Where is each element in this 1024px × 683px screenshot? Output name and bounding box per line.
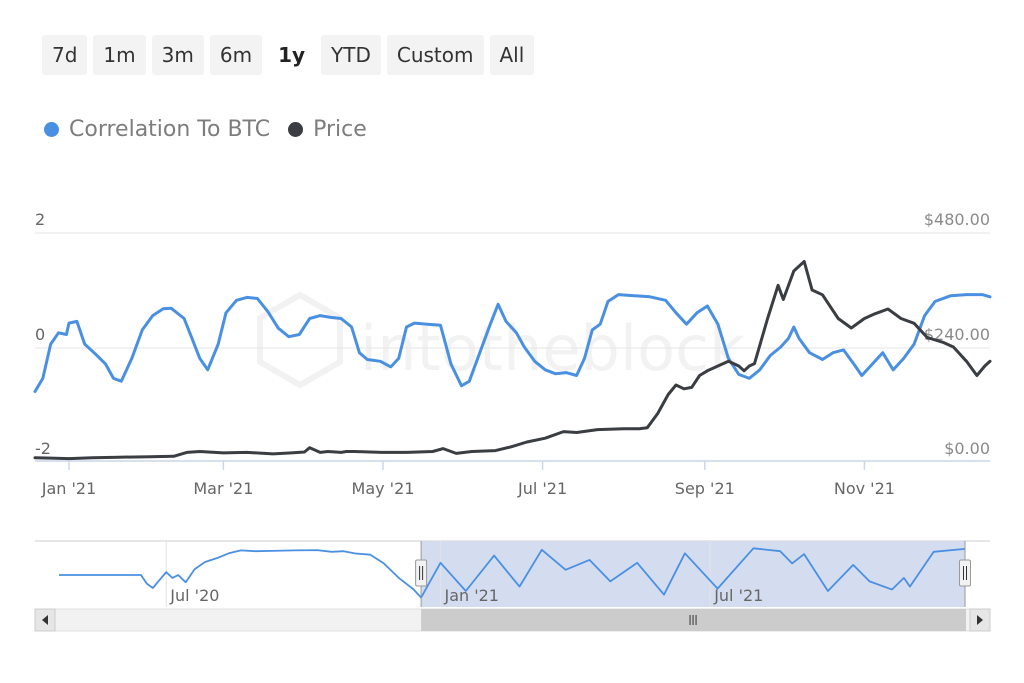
scrollbar-thumb[interactable] — [421, 609, 967, 631]
x-tick-label: Nov '21 — [834, 479, 895, 498]
range-button-ytd[interactable]: YTD — [321, 35, 381, 75]
x-tick-label: May '21 — [352, 479, 415, 498]
range-button-3m[interactable]: 3m — [151, 35, 204, 75]
y-left-tick-label: 0 — [35, 325, 45, 344]
arrow-right-icon — [977, 615, 983, 625]
navigator-scrollbar[interactable] — [34, 608, 991, 632]
range-button-all[interactable]: All — [489, 35, 535, 75]
y-right-tick-label: $0.00 — [944, 439, 990, 458]
navigator-selected-range[interactable] — [421, 541, 966, 607]
legend-item-price[interactable]: Price — [288, 117, 367, 142]
navigator-label: Jan '21 — [443, 586, 499, 605]
navigator-handle-left[interactable] — [415, 541, 428, 607]
arrow-left-icon — [42, 615, 48, 625]
range-button-1y[interactable]: 1y — [268, 35, 316, 75]
navigator-handle-right[interactable] — [959, 541, 971, 607]
handle-grip-icon — [415, 559, 428, 587]
x-tick-label: Mar '21 — [193, 479, 253, 498]
series-line-price[interactable] — [33, 260, 992, 461]
legend-item-correlation[interactable]: Correlation To BTC — [44, 117, 270, 142]
handle-grip-icon — [959, 559, 971, 587]
navigator-series-line — [59, 547, 966, 599]
watermark-logo-icon — [257, 291, 343, 389]
x-tick-label: Jul '21 — [517, 479, 567, 498]
legend-dot-icon — [288, 121, 304, 137]
legend-dot-icon — [44, 121, 59, 137]
y-right-tick-label: $240.00 — [924, 325, 990, 344]
legend-label: Price — [313, 116, 367, 142]
navigator-label: Jul '21 — [713, 586, 763, 605]
chart-legend: Correlation To BTC Price — [44, 112, 367, 146]
navigator-label: Jul '20 — [169, 586, 219, 605]
series-line-correlation[interactable] — [33, 293, 992, 393]
legend-label: Correlation To BTC — [69, 116, 271, 142]
y-right-tick-label: $480.00 — [924, 210, 990, 229]
y-left-tick-label: 2 — [35, 210, 45, 229]
range-selector: 7d 1m 3m 6m 1y YTD Custom All — [42, 35, 535, 75]
y-left-tick-label: -2 — [35, 439, 51, 458]
range-button-6m[interactable]: 6m — [209, 35, 263, 75]
navigator: Jul '20 Jan '21 Jul '21 — [35, 540, 990, 607]
range-button-custom[interactable]: Custom — [386, 35, 484, 75]
range-button-1m[interactable]: 1m — [93, 35, 146, 75]
x-tick-label: Jan '21 — [41, 479, 97, 498]
range-button-7d[interactable]: 7d — [42, 35, 88, 75]
x-tick-label: Sep '21 — [675, 479, 735, 498]
